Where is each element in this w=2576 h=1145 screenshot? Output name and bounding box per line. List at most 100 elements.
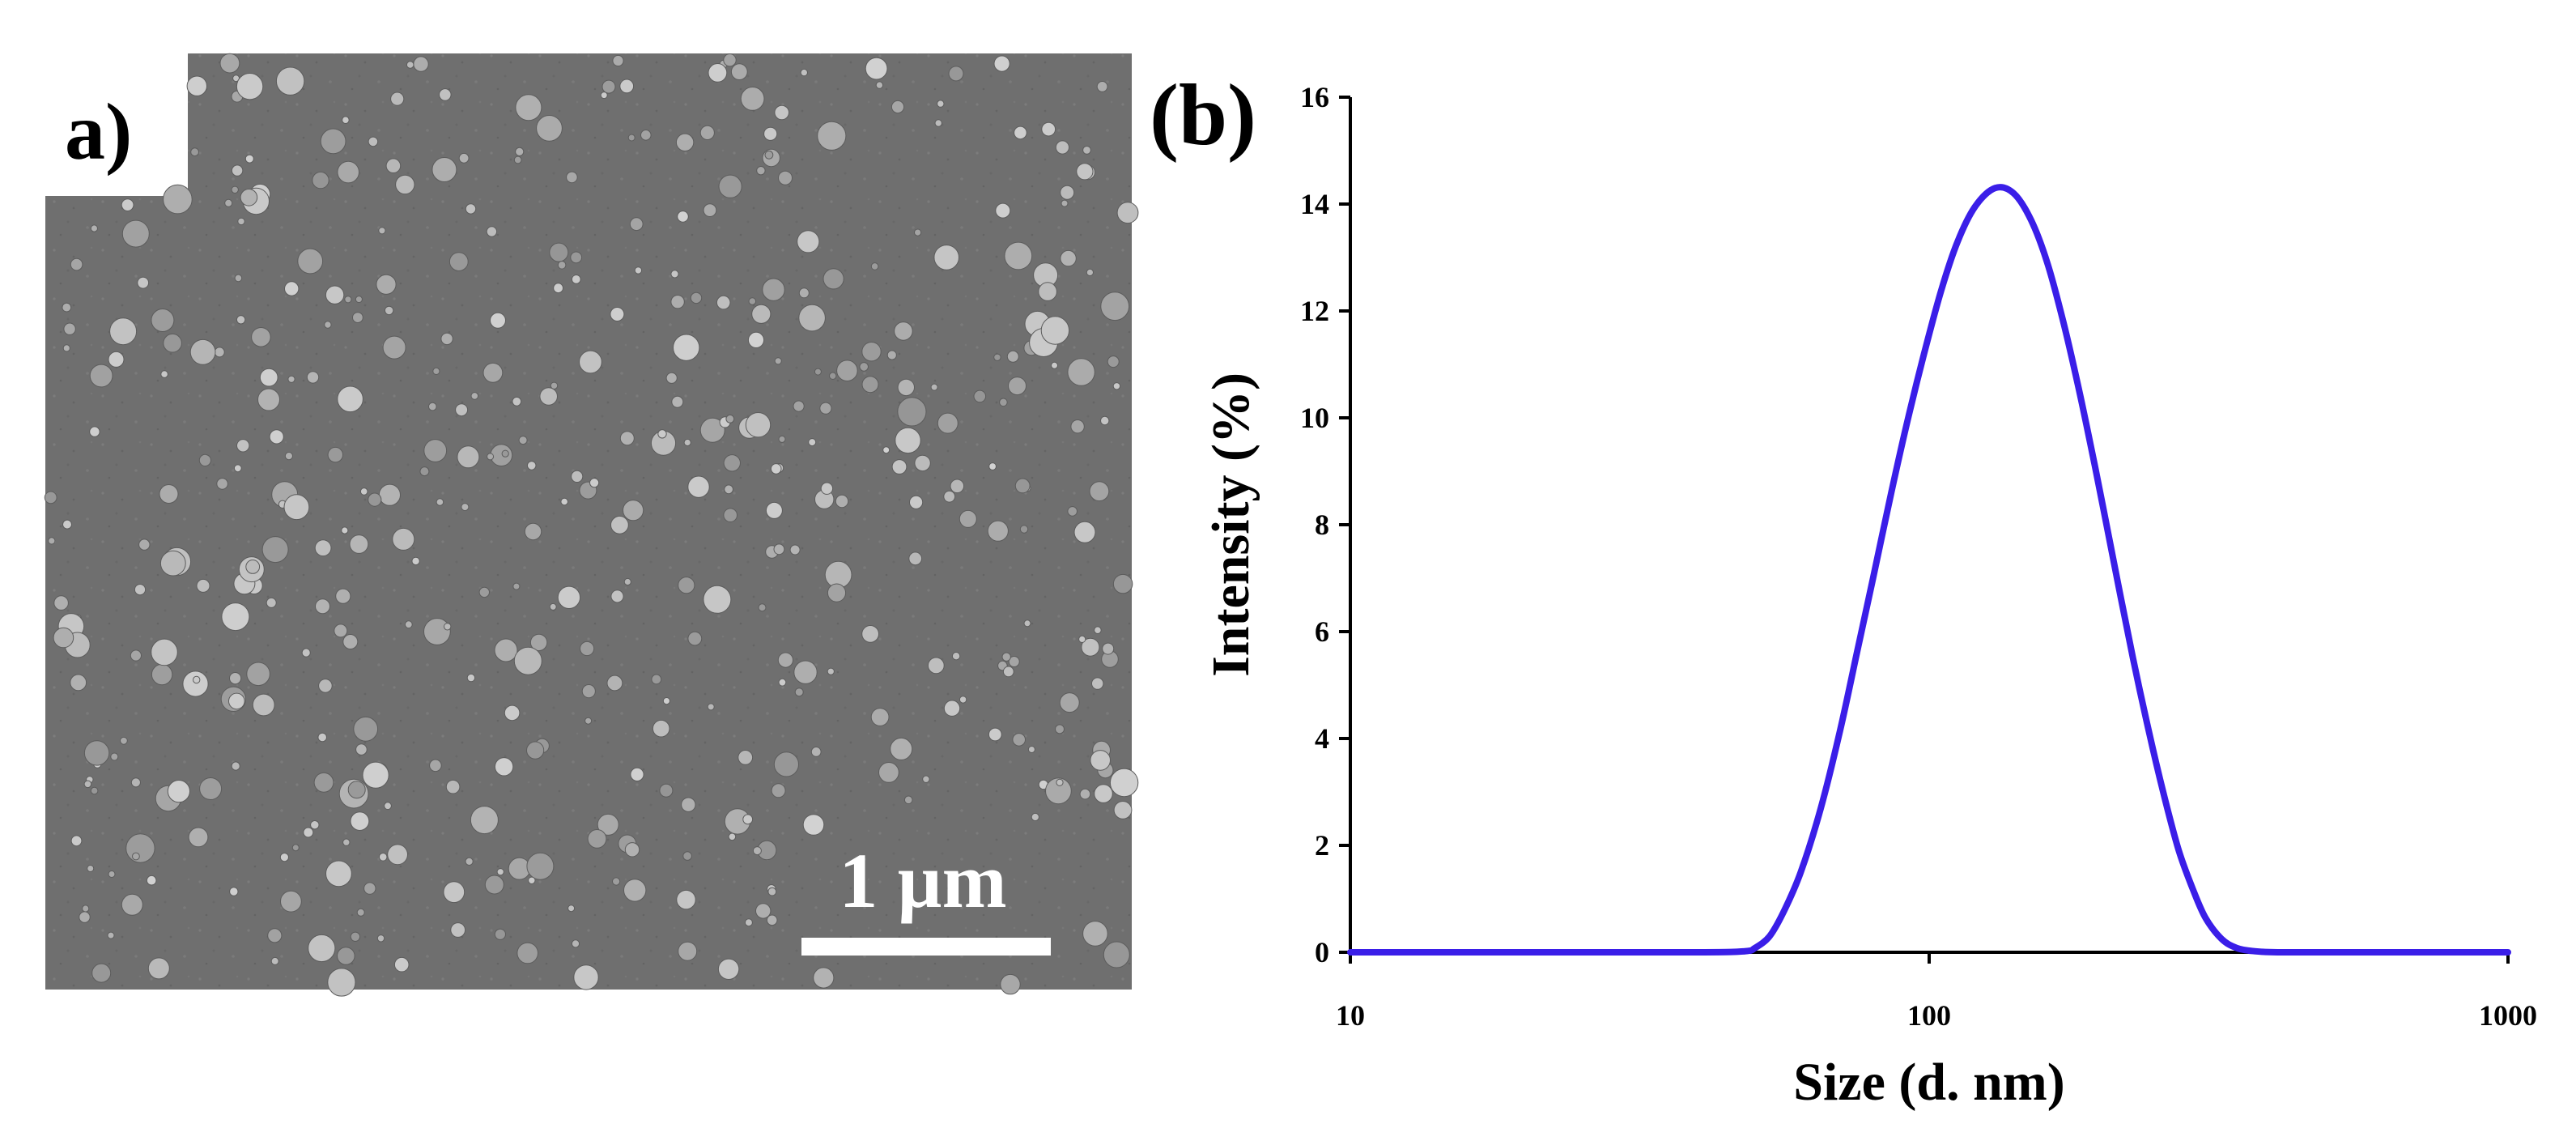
sem-particle [513,646,542,675]
sem-particles [44,53,1139,997]
sem-particle [914,454,931,472]
sem-particle [908,551,923,566]
sem-particle [270,956,279,965]
sem-particle [703,203,717,218]
sem-particle [794,687,804,697]
sem-particle [130,649,142,662]
sem-particle [457,445,480,469]
sem-particle [1014,126,1027,140]
sem-particle [814,368,822,376]
sem-particle [610,515,629,534]
sem-particle [553,283,563,294]
sem-particle [1012,733,1026,747]
sem-particle [337,947,355,965]
sem-particle [167,780,190,803]
sem-particle [752,846,762,856]
sem-particle [504,704,521,721]
sem-particle [245,560,261,574]
sem-particle [490,312,506,329]
scale-bar [801,938,1051,956]
sem-particle [317,732,328,743]
sem-particle [310,820,320,830]
sem-particle [662,697,671,705]
sem-particle [159,484,179,504]
sem-particle [819,402,832,415]
sem-particle [623,500,644,521]
sem-particle [747,331,765,348]
sem-particle [882,446,891,454]
sem-particle [198,453,211,467]
sem-particle [951,652,961,661]
sem-particle [70,835,83,847]
sem-particle [728,832,737,841]
sem-particle [151,663,173,686]
sem-particle [385,158,402,173]
sem-particle [470,806,499,835]
sem-particle [808,438,817,447]
sem-particle [683,438,691,447]
sem-particle [486,226,498,237]
sem-particle [756,166,766,176]
sem-particle [494,928,507,940]
sem-particle [159,550,186,577]
x-tick-label: 10 [1336,999,1365,1032]
sem-particle [993,55,1010,72]
sem-particle [231,185,239,194]
sem-particle [196,578,210,593]
sem-particle [219,53,240,74]
sem-particle [125,833,155,863]
y-tick-label: 2 [1315,829,1329,862]
sem-particle [240,189,258,206]
sem-particle [494,757,514,777]
sem-particle [778,435,786,443]
sem-particle [634,266,643,275]
sem-particle [703,585,732,614]
sem-particle [789,544,801,555]
sem-particle [350,811,370,831]
sem-particle [1055,140,1070,155]
sem-particle [675,133,695,152]
sem-particle [718,174,742,198]
sem-particle [1001,652,1011,662]
sem-particle [748,297,757,305]
sem-particle [699,125,715,140]
sem-particle [1076,163,1094,181]
sem-particle [539,387,559,406]
sem-particle [959,696,967,704]
sem-particle [515,147,525,156]
panel-b-label: (b) [1150,67,1256,164]
sem-particle [567,905,576,913]
sem-particle [730,63,748,80]
sem-particle [236,439,250,453]
sem-particle [1073,521,1096,543]
sem-particle [1056,778,1064,786]
y-tick-label: 16 [1300,81,1329,113]
sem-particle [1082,146,1091,155]
sem-particle [687,475,710,498]
sem-particle [937,412,959,434]
sem-particle [257,388,280,411]
sem-particle [766,914,778,926]
sem-particle [236,315,246,325]
sem-particle [349,534,369,554]
sem-particle [482,362,504,383]
sem-particle [411,556,420,566]
sem-particle [536,115,563,142]
sem-particle [221,602,250,632]
y-tick-label: 14 [1300,188,1329,220]
sem-particle [147,957,170,980]
sem-particle [356,908,365,917]
sem-particle [1113,801,1133,819]
sem-particle [297,248,324,275]
sem-particle [571,275,581,284]
sem-particle [778,170,793,185]
sem-particle [773,751,800,777]
sem-particle [327,446,343,463]
sem-particle [817,121,847,151]
sem-particle [823,268,844,290]
sem-particle [515,94,542,121]
sem-particle [108,870,116,878]
sem-particle [355,743,368,756]
sem-particle [717,958,740,981]
